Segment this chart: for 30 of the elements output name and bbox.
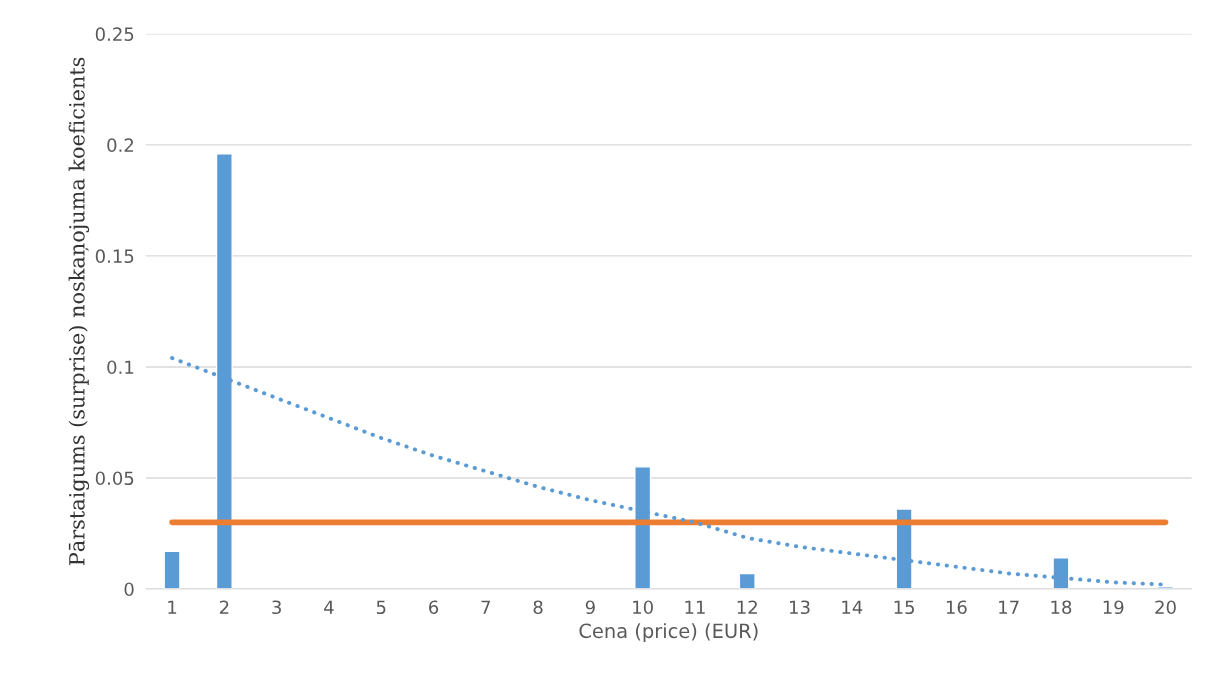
x-tick-label: 14 (842, 600, 863, 614)
x-tick-label: 2 (219, 600, 229, 614)
y-axis-title: Pārstaigums (surprise) noskaņojuma koeficients (68, 57, 90, 566)
bar (163, 550, 181, 589)
x-tick-label: 11 (685, 600, 705, 614)
x-tick-label: 1 (168, 600, 177, 614)
x-tick-label: 18 (1051, 600, 1072, 615)
x-tick-label: 16 (946, 600, 967, 615)
x-tick-label: 15 (894, 600, 915, 615)
y-tick-label: 0.2 (107, 138, 133, 152)
bar (738, 572, 756, 589)
x-tick-label: 13 (790, 600, 810, 615)
y-tick-label: 0.1 (107, 360, 134, 375)
y-tick-label: 0.25 (95, 27, 134, 41)
y-tick-label: 0.15 (95, 249, 134, 264)
y-tick-label: 0 (124, 582, 134, 597)
x-tick-label: 5 (376, 600, 386, 615)
x-tick-label: 4 (324, 600, 334, 614)
y-tick-label: 0.05 (95, 471, 134, 486)
x-tick-label: 12 (737, 600, 757, 614)
x-tick-label: 10 (633, 600, 653, 615)
x-tick-label: 3 (272, 600, 281, 615)
x-tick-label: 6 (429, 600, 439, 615)
x-tick-label: 17 (999, 600, 1019, 614)
x-axis-title: Cena (price) (EUR) (579, 623, 758, 642)
x-tick-label: 7 (481, 600, 490, 614)
x-tick-label: 8 (533, 600, 543, 615)
x-tick-label: 20 (1155, 600, 1176, 615)
x-tick-label: 19 (1103, 600, 1124, 615)
x-tick-label: 9 (585, 600, 595, 615)
